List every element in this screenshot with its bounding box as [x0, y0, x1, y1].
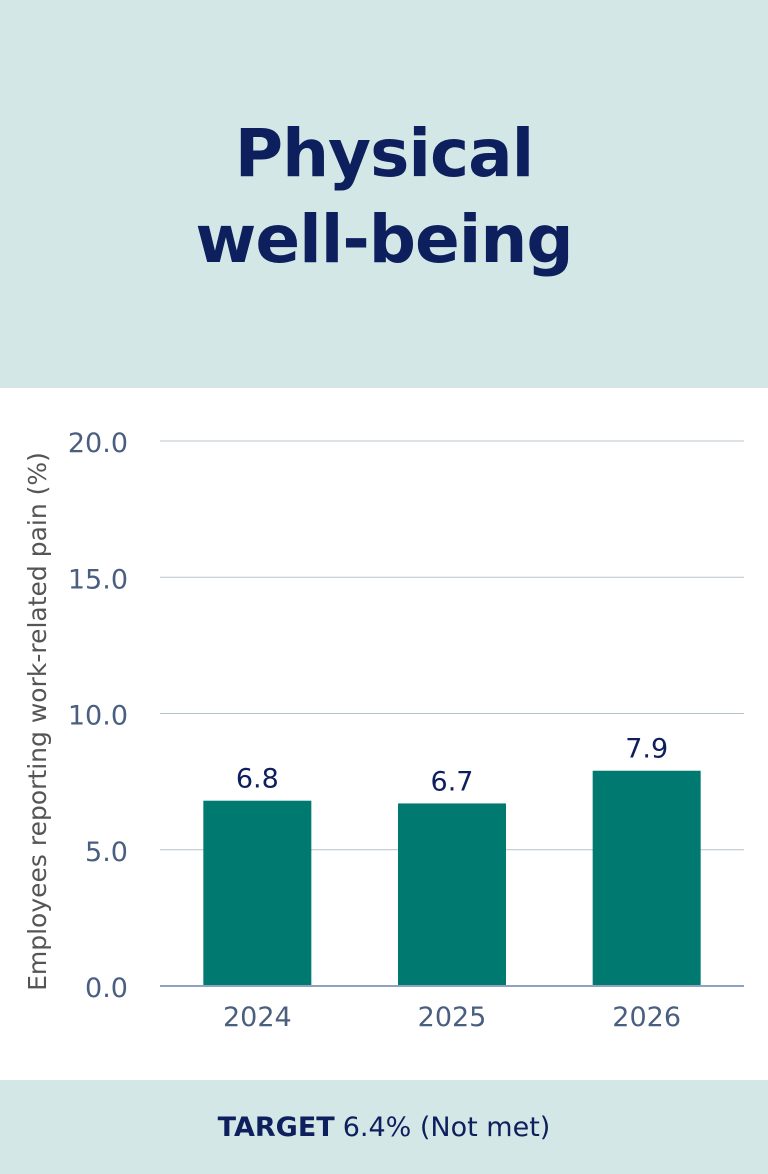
- page-title: Physical well-being: [195, 105, 573, 283]
- y-tick-label: 5.0: [85, 837, 128, 868]
- y-tick-label: 20.0: [68, 428, 128, 459]
- y-axis-title: Employees reporting work-related pain (%…: [23, 452, 52, 991]
- title-line-1: Physical: [234, 115, 535, 192]
- bar-value-label: 6.7: [431, 766, 474, 797]
- target-label: TARGET: [217, 1111, 335, 1143]
- target-footer: TARGET 6.4% (Not met): [0, 1080, 768, 1174]
- x-tick-label: 2025: [418, 1002, 487, 1033]
- x-tick-label: 2024: [223, 1002, 292, 1033]
- target-value: 6.4% (Not met): [342, 1111, 551, 1143]
- bar-value-label: 6.8: [236, 764, 279, 795]
- header-panel: Physical well-being: [0, 0, 768, 388]
- title-line-2: well-being: [195, 201, 573, 278]
- bar: [592, 770, 701, 986]
- chart-panel: 0.0 5.0 10.0 15.0 20.0 6.8 2024 6.7 2025 7.9 2026 E…: [0, 388, 768, 1080]
- bar: [203, 800, 312, 986]
- bar: [398, 803, 506, 986]
- y-tick-label: 15.0: [68, 564, 128, 595]
- y-tick-label: 0.0: [85, 973, 128, 1004]
- bar-chart: 0.0 5.0 10.0 15.0 20.0 6.8 2024 6.7 2025 7.9 2026 E…: [23, 428, 744, 1033]
- bar-value-label: 7.9: [625, 734, 668, 765]
- x-tick-label: 2026: [612, 1002, 681, 1033]
- y-tick-label: 10.0: [68, 701, 128, 732]
